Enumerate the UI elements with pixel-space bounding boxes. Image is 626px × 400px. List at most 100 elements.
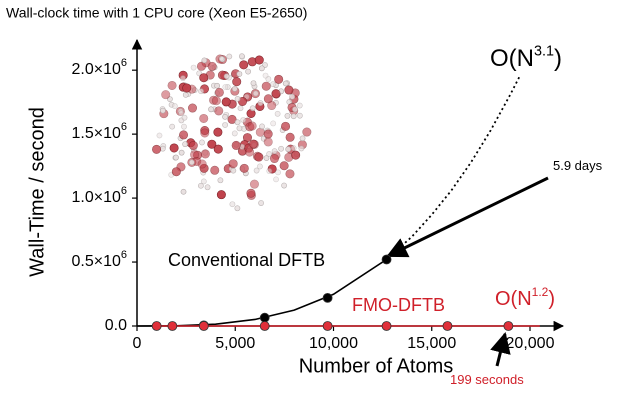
atom — [254, 152, 264, 162]
atom — [208, 106, 214, 113]
atom — [290, 113, 297, 120]
atom — [266, 168, 273, 174]
molecule-illustration — [152, 53, 312, 212]
atom — [199, 139, 205, 146]
y-tick-label-exp: 6 — [121, 185, 127, 197]
atom — [222, 113, 228, 120]
atom — [190, 64, 197, 71]
y-tick-label-exp: 6 — [121, 57, 127, 69]
atom — [223, 73, 230, 80]
data-point — [259, 321, 270, 331]
atom — [197, 159, 207, 169]
atom — [234, 205, 241, 212]
annotation: O(N1.2) — [495, 285, 555, 310]
atom — [181, 123, 187, 130]
atom — [296, 112, 303, 119]
atom — [259, 123, 265, 130]
atom — [214, 106, 224, 116]
atom — [214, 87, 224, 97]
atom — [258, 200, 264, 206]
atom — [159, 107, 166, 114]
annotation-text: 5.9 days — [553, 158, 603, 173]
atom — [211, 96, 221, 106]
y-axis-label: Wall-Time / second — [26, 107, 48, 277]
y-tick-label-base: 1.0×10 — [71, 189, 120, 206]
atom — [290, 145, 297, 152]
atom — [291, 150, 301, 160]
atom — [239, 60, 249, 70]
atom — [253, 167, 260, 174]
atom — [263, 155, 270, 162]
atom — [257, 100, 264, 106]
y-tick-label: 1.0×106 — [71, 185, 127, 206]
atom — [240, 117, 247, 123]
atom — [201, 57, 208, 64]
atom — [278, 145, 285, 152]
atom — [229, 201, 236, 208]
chart-title: Wall-clock time with 1 CPU core (Xeon E5… — [6, 5, 307, 21]
atom — [227, 114, 237, 124]
annotation: 199 seconds — [450, 372, 524, 387]
atom — [263, 129, 273, 139]
atom — [188, 141, 198, 151]
data-point — [167, 321, 178, 331]
atom — [217, 177, 224, 184]
atom — [169, 123, 176, 130]
atom — [218, 55, 225, 62]
y-tick-label-base: 1.5×10 — [71, 125, 120, 142]
annotation-suffix: ) — [548, 288, 555, 310]
atom — [289, 93, 296, 100]
atom — [222, 122, 229, 128]
atom — [257, 163, 263, 170]
x-tick-label: 15,000 — [407, 335, 456, 352]
data-point — [322, 321, 333, 331]
atom — [207, 139, 217, 149]
extrapolation-line — [385, 74, 521, 261]
atom — [236, 125, 243, 132]
atom — [262, 72, 269, 79]
annotation-text: FMO-DFTB — [352, 295, 445, 315]
atom — [285, 132, 295, 142]
x-tick-label: 5,000 — [215, 335, 255, 352]
data-point — [503, 321, 514, 331]
atom — [248, 139, 258, 149]
atom — [221, 97, 231, 107]
atom — [199, 73, 209, 83]
atom — [238, 53, 245, 60]
atom — [231, 140, 241, 150]
atom — [245, 68, 252, 75]
y-tick-label: 2.0×106 — [71, 57, 127, 78]
atom — [284, 85, 294, 95]
y-tick-label-base: 0.0 — [105, 317, 127, 334]
annotation: FMO-DFTB — [352, 295, 445, 315]
atom — [198, 88, 204, 95]
atom — [200, 178, 207, 185]
atom — [237, 105, 244, 112]
y-tick-label: 0.0 — [105, 317, 127, 334]
atom — [207, 61, 217, 71]
data-point — [381, 254, 392, 265]
atom — [302, 127, 312, 137]
atom — [180, 188, 187, 195]
atom — [236, 71, 243, 77]
atom — [179, 130, 189, 140]
atom — [200, 128, 210, 138]
y-tick-label: 1.5×106 — [71, 121, 127, 142]
y-tick-label-base: 2.0×10 — [71, 61, 120, 78]
atom — [216, 190, 226, 200]
annotation: O(N3.1) — [490, 43, 562, 72]
atom — [299, 135, 306, 142]
atom — [180, 75, 186, 82]
atom — [271, 89, 281, 99]
data-point — [259, 312, 270, 323]
annotation-sup: 3.1 — [534, 43, 554, 59]
atom — [255, 127, 265, 137]
atom — [296, 102, 303, 109]
annotation-sup: 1.2 — [532, 285, 549, 299]
atom — [213, 144, 223, 154]
atom — [281, 121, 291, 131]
atom — [231, 85, 238, 92]
x-tick-label: 10,000 — [309, 335, 358, 352]
atom — [274, 110, 281, 117]
